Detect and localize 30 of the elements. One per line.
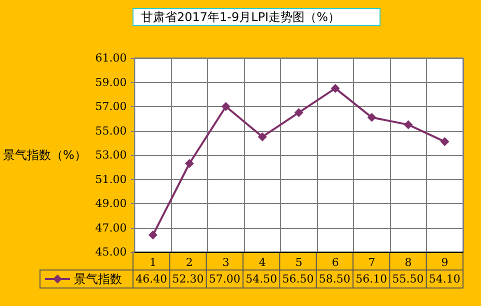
- y-tick-label: 57.00: [95, 100, 127, 113]
- y-tick-label: 45.00: [95, 246, 127, 258]
- x-tick-label: 6: [332, 256, 339, 269]
- y-tick-label: 51.00: [95, 172, 127, 186]
- data-label: 56.10: [356, 272, 388, 286]
- y-tick-label: 49.00: [95, 197, 127, 210]
- y-tick-label: 53.00: [95, 148, 127, 162]
- y-tick-label: 61.00: [95, 52, 127, 64]
- x-tick-label: 1: [149, 256, 156, 269]
- y-tick-label: 47.00: [95, 221, 127, 234]
- data-label: 55.50: [392, 272, 424, 286]
- y-tick-label: 59.00: [95, 76, 127, 89]
- x-tick-label: 9: [441, 256, 448, 269]
- data-label: 56.50: [282, 272, 314, 286]
- x-tick-label: 3: [222, 256, 230, 269]
- x-tick-label: 4: [258, 256, 266, 269]
- legend-label: 景气指数: [74, 272, 122, 286]
- data-label: 54.10: [428, 272, 460, 286]
- y-axis-title: 景气指数（%）: [3, 148, 86, 162]
- x-tick-label: 8: [404, 256, 412, 269]
- y-tick-label: 55.00: [95, 124, 127, 138]
- data-label: 54.50: [246, 272, 278, 286]
- data-label: 58.50: [318, 272, 350, 286]
- chart-title: 甘肃省2017年1-9月LPI走势图（%）: [140, 10, 340, 24]
- data-label: 52.30: [172, 272, 204, 286]
- data-label: 46.40: [136, 272, 168, 286]
- x-tick-label: 5: [295, 256, 302, 269]
- data-label: 57.00: [208, 272, 240, 286]
- x-tick-label: 7: [368, 256, 376, 269]
- x-tick-label: 2: [186, 256, 193, 269]
